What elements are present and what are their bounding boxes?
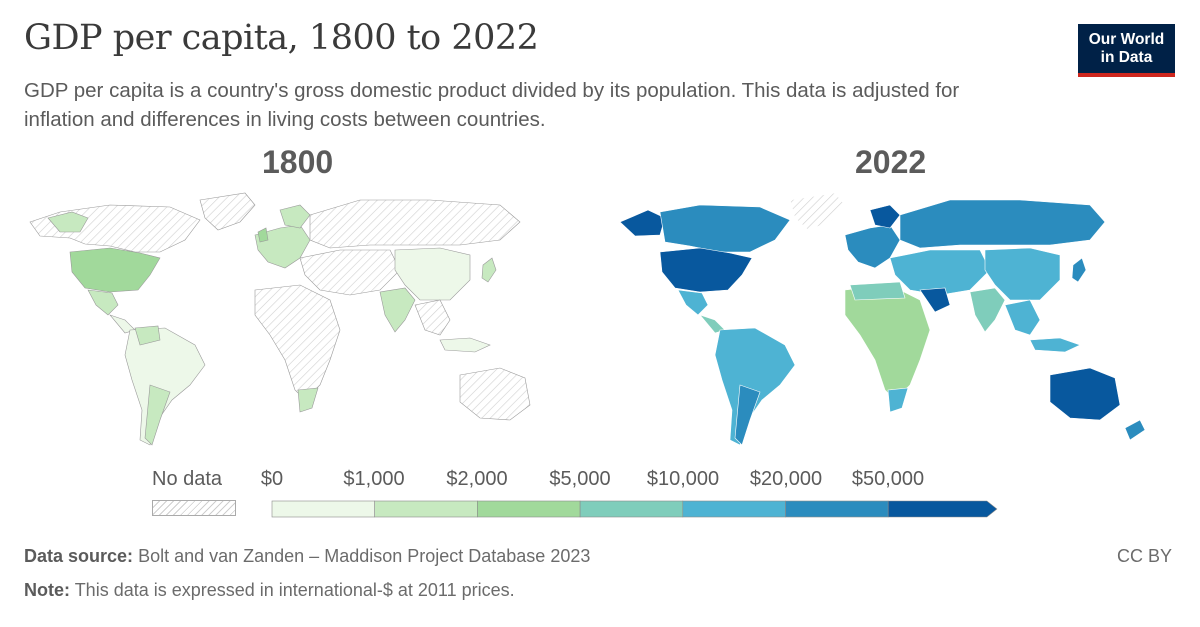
region-central-asia-2022[interactable] [889,249,991,296]
map-1800 [29,192,531,446]
legend-tick-5: $20,000 [749,468,823,490]
legend-tick-6: $50,000 [851,468,925,490]
region-greenland[interactable] [199,192,256,231]
logo-line-2: in Data [1100,49,1153,66]
legend-color-scale [271,500,998,518]
region-mexico[interactable] [87,289,119,316]
legend-bin-4[interactable] [682,500,786,518]
region-argentina-2022[interactable] [734,384,761,446]
region-alaska[interactable] [47,211,89,233]
region-japan-2022[interactable] [1071,257,1087,283]
license-link[interactable]: CC BY [1116,546,1172,566]
legend-tick-3: $5,000 [549,468,611,490]
legend-bin-1[interactable] [374,500,478,518]
region-indonesia-2022[interactable] [1029,337,1081,353]
region-south-america-2022[interactable] [714,327,796,446]
region-argentina[interactable] [144,384,171,446]
map-year-2022: 2022 [855,144,927,180]
legend-tick-2: $2,000 [446,468,508,490]
region-south-africa-2022[interactable] [887,387,909,413]
chart-title: GDP per capita, 1800 to 2022 [24,18,539,58]
note-label: Note: [24,580,70,600]
map-year-1800: 1800 [262,144,334,180]
owid-logo[interactable]: Our World in Data [1078,24,1175,77]
region-japan[interactable] [481,257,497,283]
region-australia-2022[interactable] [1049,367,1121,421]
legend-no-data-swatch[interactable] [152,500,236,516]
legend-no-data-label: No data [152,468,223,490]
region-canada-2022[interactable] [659,204,791,253]
legend-bin-2[interactable] [477,500,581,518]
region-russia-2022[interactable] [899,199,1106,249]
region-north-africa-2022[interactable] [849,281,906,301]
region-india-2022[interactable] [969,287,1006,333]
region-south-africa[interactable] [297,387,319,413]
note-text: This data is expressed in international-… [74,580,515,600]
legend-tick-1: $1,000 [343,468,405,490]
legend-tick-4: $10,000 [646,468,720,490]
legend-tick-0: $0 [260,468,284,490]
region-usa-2022[interactable] [659,247,753,293]
region-china-2022[interactable] [984,247,1061,301]
legend-bin-0[interactable] [271,500,375,518]
region-greenland-2022[interactable] [789,192,846,231]
region-russia[interactable] [309,199,521,249]
region-new-zealand-2022[interactable] [1124,419,1146,441]
region-africa-2022[interactable] [844,284,931,401]
source-label: Data source: [24,546,134,566]
region-central-asia[interactable] [299,249,401,296]
region-middle-east-2022[interactable] [919,287,951,313]
source-text[interactable]: Bolt and van Zanden – Maddison Project D… [138,546,591,566]
region-scandinavia-2022[interactable] [869,204,901,229]
region-china[interactable] [394,247,471,301]
legend-bin-6[interactable] [887,500,998,518]
region-scandinavia[interactable] [279,204,311,229]
region-india[interactable] [379,287,416,333]
logo-line-1: Our World [1088,31,1165,48]
region-africa[interactable] [254,284,341,401]
region-uk[interactable] [257,227,269,243]
region-south-america[interactable] [124,327,206,446]
region-indonesia[interactable] [439,337,491,353]
region-north-america-north[interactable] [29,204,201,253]
chart-subtitle: GDP per capita is a country's gross dome… [24,79,960,131]
region-brazil-north[interactable] [134,325,161,346]
region-alaska-2022[interactable] [619,209,666,237]
legend-bin-5[interactable] [785,500,889,518]
region-australia[interactable] [459,367,531,421]
footer-note: Note: This data is expressed in internat… [24,580,515,601]
region-mexico-2022[interactable] [677,289,709,316]
region-usa[interactable] [69,247,161,293]
maps-svg [29,192,1146,446]
map-2022 [619,192,1146,446]
region-southeast-asia-2022[interactable] [1004,299,1041,336]
region-southeast-asia[interactable] [414,299,451,336]
legend-bin-3[interactable] [579,500,684,518]
footer-source: Data source: Bolt and van Zanden – Maddi… [24,546,590,567]
logo-accent-bar [1078,73,1175,77]
